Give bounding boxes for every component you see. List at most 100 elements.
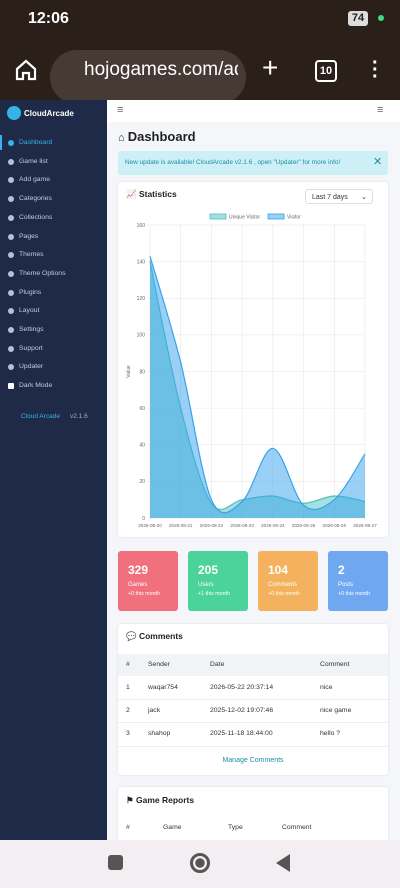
y-tick-label: 40	[139, 443, 145, 449]
menu-item[interactable]: Dark Mode	[19, 382, 53, 390]
menu-item[interactable]: Theme Options	[19, 269, 66, 277]
version: v2.1.6	[70, 413, 88, 420]
stat-value: 205	[198, 563, 219, 577]
reports-card	[118, 787, 388, 847]
back-button[interactable]	[274, 853, 292, 873]
menu-item[interactable]: Add game	[19, 176, 50, 184]
home-button[interactable]	[14, 58, 38, 82]
column-header: Type	[228, 824, 243, 831]
menu-item[interactable]: Collections	[19, 213, 53, 221]
menu-item[interactable]: Updater	[19, 363, 44, 371]
menu-item[interactable]: Pages	[19, 232, 39, 240]
menu-icon	[8, 289, 14, 296]
cell: nice game	[320, 707, 352, 714]
cell: waqar754	[148, 684, 178, 691]
cell: 1	[126, 684, 130, 691]
menu-icon	[8, 345, 14, 352]
indicator	[378, 15, 384, 21]
stat-card	[118, 551, 178, 611]
menu-icon	[8, 233, 14, 240]
y-tick-label: 20	[139, 479, 145, 485]
column-header: Game	[163, 824, 182, 831]
top-bar	[107, 100, 400, 122]
recents-button[interactable]	[108, 855, 123, 870]
menu-item[interactable]: Themes	[19, 251, 44, 259]
stat-card	[258, 551, 318, 611]
alert-close[interactable]: ✕	[373, 156, 383, 168]
y-axis-label: Value	[126, 365, 132, 378]
y-tick-label: 80	[139, 369, 145, 375]
battery: 74	[348, 11, 368, 26]
new-tab[interactable]: +	[262, 52, 279, 83]
stat-value: 2	[338, 563, 345, 577]
menu-item[interactable]: Dashboard	[19, 139, 53, 146]
menu-item[interactable]: Plugins	[19, 288, 42, 296]
x-tick-label: 2026-08-21	[169, 523, 193, 528]
menu-item[interactable]: Game list	[19, 157, 48, 165]
menu-icon	[8, 383, 14, 390]
reports-title: ⚑ Game Reports	[126, 795, 195, 805]
row-divider	[118, 746, 388, 747]
statistics-title: 📈 Statistics	[126, 189, 177, 199]
legend-swatch	[267, 213, 285, 220]
stat-card	[188, 551, 248, 611]
column-header: #	[126, 824, 130, 831]
menu-item[interactable]: Categories	[19, 195, 52, 203]
stat-card	[328, 551, 388, 611]
y-tick-label: 120	[137, 296, 146, 302]
cell: hello ?	[320, 730, 341, 737]
toggle[interactable]: ≡	[377, 104, 384, 116]
stat-label: Comments	[268, 582, 298, 588]
stat-sub: +1 this month	[198, 591, 230, 597]
menu[interactable]: · · ·	[372, 52, 379, 88]
stat-label: Games	[128, 582, 148, 588]
menu-item[interactable]: Settings	[19, 326, 44, 333]
column-header: Sender	[148, 661, 170, 668]
toggle[interactable]: ≡	[117, 104, 124, 116]
menu-icon	[8, 158, 14, 165]
y-tick-label: 60	[139, 406, 145, 412]
menu-icon	[8, 364, 14, 371]
x-tick-label: 2026-08-24	[261, 523, 285, 528]
url[interactable]: hojogames.com/adm	[84, 59, 238, 80]
menu-icon	[8, 327, 14, 333]
column-header: #	[126, 661, 130, 668]
line	[149, 255, 366, 514]
stat-sub: +0 this month	[338, 591, 370, 597]
menu-icon	[8, 177, 14, 184]
address-bar[interactable]	[50, 50, 246, 104]
table-header	[118, 654, 388, 676]
home-nav[interactable]	[190, 853, 210, 873]
legend-label: Visitor	[287, 215, 301, 221]
alert-text: New update is available! CloudArcade v2.…	[125, 159, 341, 166]
cell: 2	[126, 707, 130, 714]
menu-icon	[8, 252, 14, 259]
x-tick-label: 2026-08-25	[292, 523, 316, 528]
manage-comments[interactable]: Manage Comments	[222, 757, 284, 764]
menu-item[interactable]: Support	[19, 344, 43, 352]
title-text: Dashboard	[127, 129, 196, 144]
column-header: Comment	[282, 824, 312, 831]
x-tick-label: 2026-08-20	[138, 523, 162, 528]
reports-title-text: Game Reports	[135, 795, 195, 805]
cell: shahop	[148, 730, 171, 737]
tab-count[interactable]: 10	[315, 60, 337, 82]
range-text: Last 7 days	[312, 194, 348, 201]
x-tick-label: 2026-08-22	[200, 523, 224, 528]
column-header: Date	[210, 661, 225, 668]
cell: 2025-12-02 19:07:46	[210, 707, 274, 714]
cell: nice	[320, 684, 333, 691]
range-select[interactable]: Last 7 days ⌄	[305, 189, 373, 204]
menu-icon	[8, 140, 14, 146]
menu-icon	[8, 214, 14, 221]
menu-item[interactable]: Layout	[19, 307, 40, 315]
stat-label: Posts	[338, 582, 354, 588]
row-divider	[118, 699, 388, 700]
stat-sub: +0 this month	[268, 591, 300, 597]
x-tick-label: 2026-08-26	[323, 523, 347, 528]
stat-value: 104	[268, 563, 289, 577]
legend-label: Unique Visitor	[229, 215, 260, 221]
version-name: Cloud Arcade	[21, 413, 61, 420]
y-tick-label: 100	[137, 333, 146, 339]
